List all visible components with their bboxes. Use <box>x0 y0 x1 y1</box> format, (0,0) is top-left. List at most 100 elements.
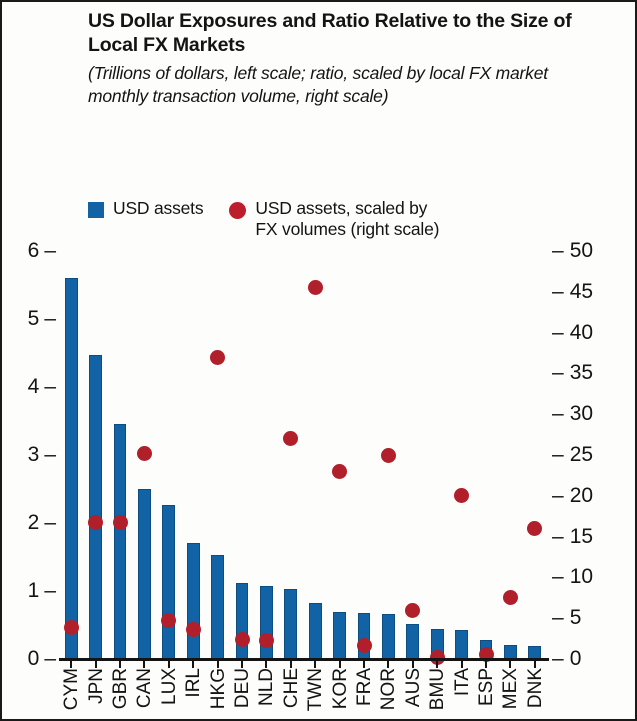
bar-mex <box>504 645 517 659</box>
x-tick-lux <box>167 659 170 668</box>
data-point-mex <box>502 590 518 606</box>
x-tick-can <box>143 659 146 668</box>
dot-swatch-icon <box>229 202 247 219</box>
bar-deu <box>235 582 249 659</box>
data-point-ita <box>454 488 470 504</box>
data-point-lux <box>161 613 177 629</box>
bar-swatch-icon <box>88 202 104 218</box>
y-tick-right-0: –0 <box>552 647 582 670</box>
x-tick-mex <box>509 659 512 668</box>
x-tick-nld <box>265 659 268 668</box>
y-tick-right-45: –45 <box>552 279 594 303</box>
data-point-twn <box>307 280 323 296</box>
x-axis-label-kor: KOR <box>329 668 351 710</box>
plot-area <box>59 251 547 665</box>
y-tick-left-1: 1– <box>27 579 56 602</box>
data-point-nor <box>380 447 396 463</box>
legend-label-usd-assets-scaled: USD assets, scaled by FX volumes (right … <box>255 198 440 240</box>
y-tick-left-2: 2– <box>27 511 56 534</box>
x-axis-label-aus: AUS <box>402 668 424 708</box>
x-axis-label-esp: ESP <box>476 668 497 707</box>
x-axis-label-deu: DEU <box>232 668 253 709</box>
x-tick-jpn <box>94 659 97 668</box>
y-tick-right-15: –15 <box>552 524 594 548</box>
x-axis-label-nor: NOR <box>378 668 400 711</box>
page-title: US Dollar Exposures and Ratio Relative t… <box>88 10 572 56</box>
data-point-deu <box>234 631 250 647</box>
x-tick-bmu <box>436 659 439 668</box>
x-tick-fra <box>363 659 365 668</box>
bar-irl <box>186 543 200 659</box>
legend-label-usd-assets: USD assets <box>113 198 204 218</box>
x-tick-cym <box>70 659 73 668</box>
x-axis-label-irl: IRL <box>183 668 205 698</box>
data-point-gbr <box>112 515 128 531</box>
x-axis-label-bmu: BMU <box>427 668 449 711</box>
y-tick-right-50: –50 <box>552 239 594 262</box>
bar-nld <box>260 585 273 659</box>
legend-item-usd-assets: USD assets <box>88 198 204 219</box>
y-tick-right-25: –25 <box>552 443 594 466</box>
data-point-dnk <box>527 520 543 536</box>
y-tick-right-10: –10 <box>552 565 594 589</box>
bar-hkg <box>211 554 224 659</box>
chart-legend: USD assets USD assets, scaled by FX volu… <box>88 198 608 241</box>
y-axis-right: –0 –5 –10 –15 –20 –25 –30 –35 –40 –45 –50 <box>552 2 635 719</box>
data-point-fra <box>356 637 372 653</box>
data-point-irl <box>185 622 201 638</box>
x-tick-kor <box>338 659 341 668</box>
x-tick-gbr <box>119 659 121 668</box>
x-axis-label-hkg: HKG <box>207 668 229 710</box>
x-axis-label-nld: NLD <box>256 668 278 707</box>
y-tick-left-5: 5– <box>27 307 56 330</box>
x-tick-irl <box>192 659 195 668</box>
data-point-can <box>136 445 152 461</box>
x-tick-che <box>289 659 292 668</box>
x-tick-nor <box>387 659 390 668</box>
x-axis-line <box>59 658 549 661</box>
x-tick-twn <box>314 659 317 668</box>
y-tick-left-6: 6– <box>27 239 56 262</box>
x-axis-label-che: CHE <box>280 668 302 709</box>
x-tick-aus <box>411 659 414 668</box>
data-point-che <box>283 431 299 447</box>
title-block: US Dollar Exposures and Ratio Relative t… <box>88 10 588 107</box>
x-axis-label-mex: MEX <box>500 668 522 710</box>
bar-cym <box>64 278 78 659</box>
y-tick-left-3: 3– <box>27 443 56 466</box>
bar-can <box>138 489 151 659</box>
y-tick-right-5: –5 <box>552 606 582 630</box>
y-tick-right-20: –20 <box>552 483 594 507</box>
x-tick-hkg <box>216 659 219 668</box>
x-axis-label-ita: ITA <box>451 668 473 697</box>
y-tick-right-35: –35 <box>552 361 594 385</box>
bar-ita <box>455 630 468 659</box>
x-axis-label-twn: TWN <box>305 668 327 712</box>
bar-kor <box>333 612 346 659</box>
bar-twn <box>308 603 322 659</box>
bar-che <box>284 588 298 659</box>
chart-subtitle: (Trillions of dollars, left scale; ratio… <box>88 62 548 106</box>
x-axis-label-cym: CYM <box>61 668 83 711</box>
bar-nor <box>382 614 395 659</box>
y-tick-left-0: 0– <box>27 647 56 670</box>
data-point-aus <box>405 602 421 618</box>
data-point-nld <box>258 632 274 648</box>
y-tick-right-40: –40 <box>552 320 594 344</box>
data-point-cym <box>63 619 79 635</box>
x-tick-deu <box>241 659 243 668</box>
x-axis-label-gbr: GBR <box>110 668 131 710</box>
y-tick-right-30: –30 <box>552 402 594 426</box>
x-axis-label-can: CAN <box>134 668 156 709</box>
bar-gbr <box>113 423 127 659</box>
x-tick-ita <box>460 659 463 668</box>
legend-item-usd-assets-scaled: USD assets, scaled by FX volumes (right … <box>229 198 439 241</box>
x-tick-dnk <box>533 659 536 668</box>
bar-lux <box>162 504 176 659</box>
bar-aus <box>406 623 420 659</box>
data-point-esp <box>478 646 494 662</box>
x-axis-label-jpn: JPN <box>85 668 107 704</box>
x-axis-label-lux: LUX <box>158 668 180 705</box>
